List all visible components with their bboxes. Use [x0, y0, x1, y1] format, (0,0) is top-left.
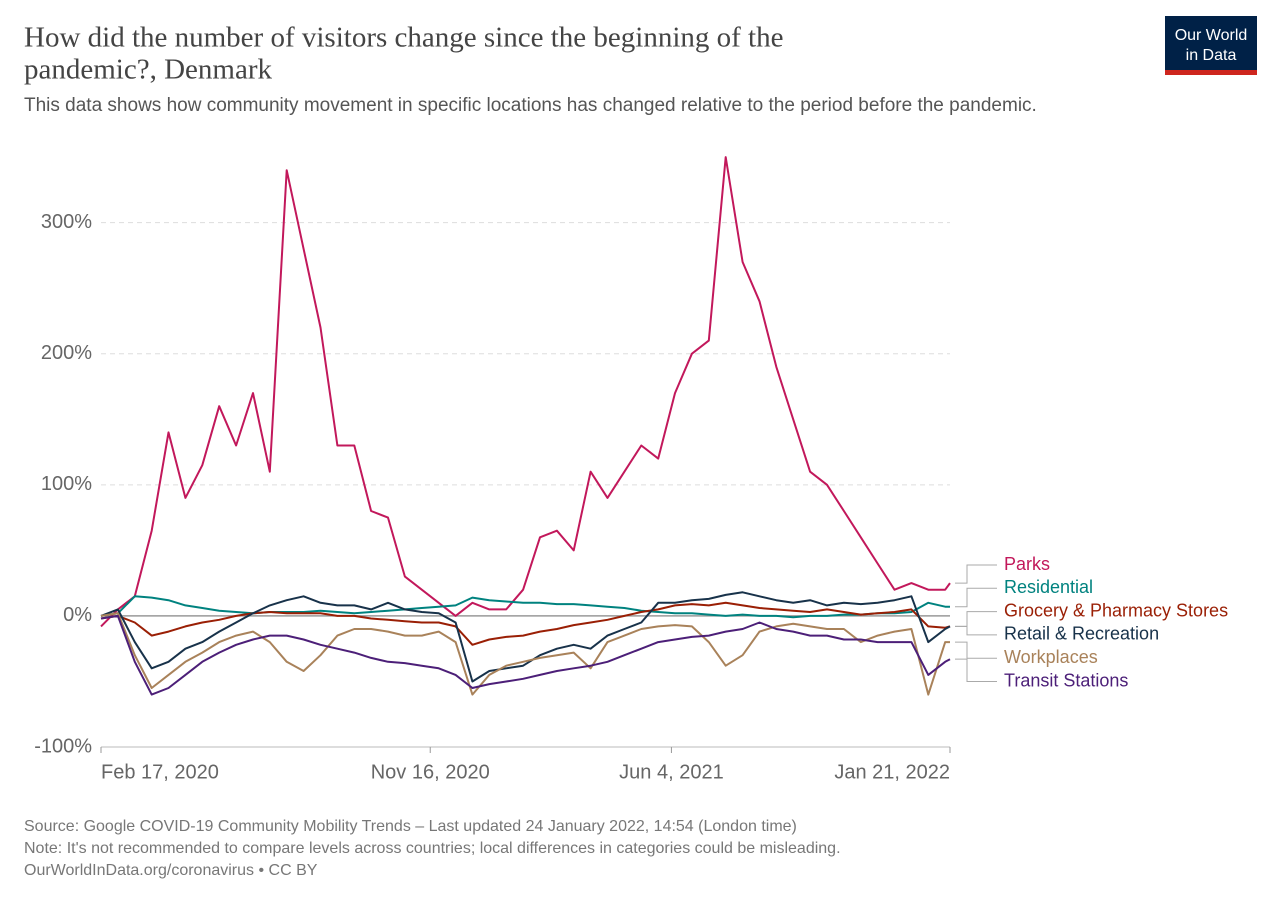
logo-text: Our World: [1175, 27, 1248, 44]
y-tick-label: 300%: [41, 211, 92, 233]
legend-label: Retail & Recreation: [1004, 624, 1159, 644]
series-line: [100, 156, 951, 628]
x-tick-label: Feb 17, 2020: [101, 761, 219, 783]
label-leader: [955, 587, 997, 608]
y-tick-label: 200%: [41, 342, 92, 364]
series-line: [100, 595, 950, 619]
legend-label: Residential: [1004, 577, 1093, 597]
legend-label: Parks: [1004, 554, 1050, 574]
legend-label: Grocery & Pharmacy Stores: [1004, 600, 1228, 620]
label-leader: [955, 658, 997, 682]
label-leader: [955, 564, 997, 584]
label-leader: [955, 641, 997, 659]
series-line: [100, 591, 951, 683]
series-line: [100, 601, 951, 646]
logo-bar: [1165, 70, 1257, 75]
y-tick-label: 0%: [63, 604, 92, 626]
y-tick-label: -100%: [34, 735, 92, 757]
series-line: [100, 612, 950, 696]
x-tick-label: Jan 21, 2022: [834, 761, 950, 783]
footer: OurWorldInData.org/coronavirus • CC BY: [24, 862, 318, 879]
chart-subtitle: This data shows how community movement i…: [24, 95, 1037, 116]
chart-title: How did the number of visitors change si…: [24, 22, 783, 54]
legend-label: Transit Stations: [1004, 670, 1128, 690]
label-leader: [955, 625, 997, 636]
logo: [1165, 16, 1257, 70]
chart-title: pandemic?, Denmark: [24, 54, 273, 86]
source: Source: Google COVID-19 Community Mobili…: [24, 818, 797, 835]
label-leader: [955, 611, 997, 627]
y-tick-label: 100%: [41, 473, 92, 495]
series-line: [100, 614, 951, 696]
x-tick-label: Jun 4, 2021: [619, 761, 724, 783]
logo-text: in Data: [1186, 47, 1237, 64]
legend-label: Workplaces: [1004, 647, 1098, 667]
note: Note: It's not recommended to compare le…: [24, 840, 841, 857]
x-tick-label: Nov 16, 2020: [371, 761, 490, 783]
